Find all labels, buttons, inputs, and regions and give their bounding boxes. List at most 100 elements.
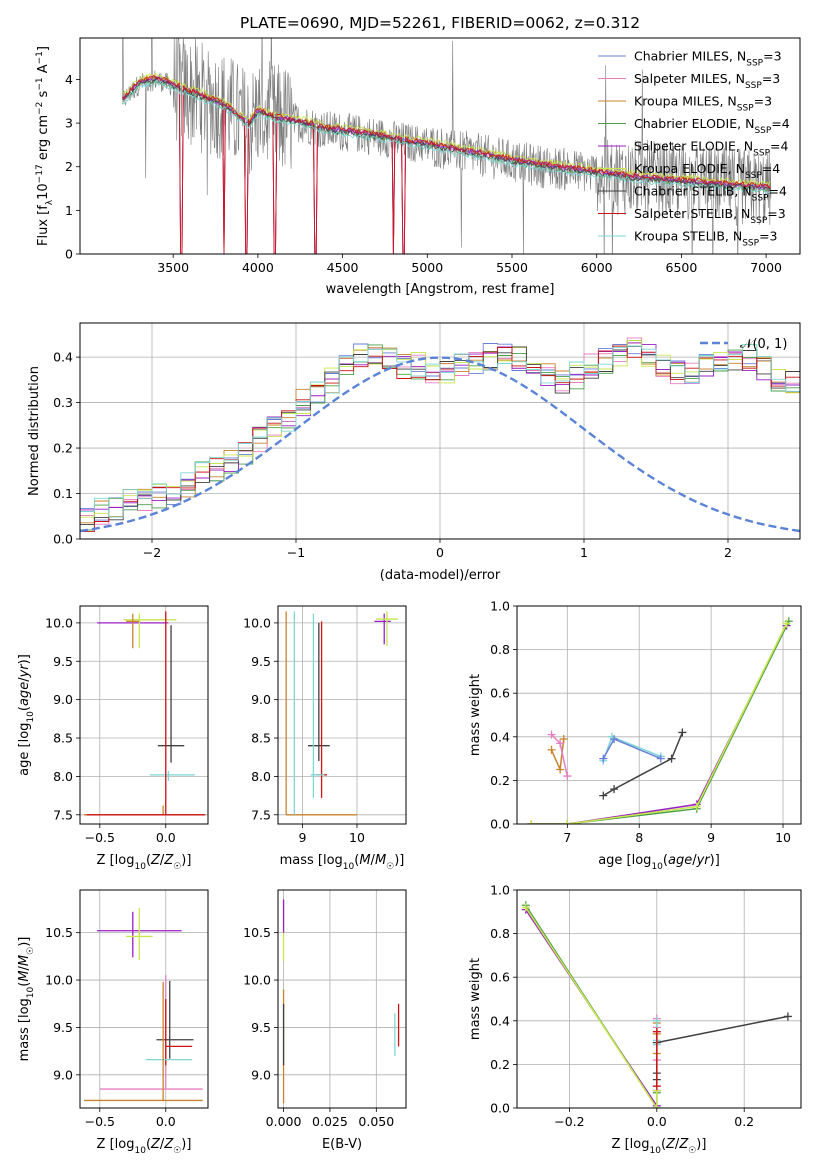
legend-name: Kroupa STELIB, N <box>634 229 742 244</box>
legend-label: Kroupa STELIB, NSSP=3 <box>634 229 778 249</box>
legend-value: =3 <box>762 71 780 86</box>
y-tick-label: 3 <box>65 116 73 131</box>
legend-value: =4 <box>770 139 788 154</box>
panel-spectrum: 3500 4000 4500 5000 5500 6000 6500 7000 0 1 2 3 4 wav… <box>35 37 801 297</box>
label-part: ☉ <box>386 862 394 872</box>
label-part: ( <box>661 1137 666 1152</box>
y-tick-label: 0.2 <box>490 773 510 788</box>
y-axis-label: age [log10(age/yr)] <box>17 654 36 776</box>
y-tick-label: 8.5 <box>251 731 271 746</box>
weight-marker <box>667 754 676 763</box>
label-part: 10 <box>134 1146 146 1156</box>
y-axis-label: mass [log10(M/M☉)] <box>17 937 36 1062</box>
plot-area <box>83 611 206 816</box>
legend-sub: SSP <box>752 194 769 204</box>
axes-frame <box>516 889 802 1109</box>
label-part: −17 <box>35 164 45 183</box>
x-tick-label: 0.0 <box>156 830 176 845</box>
label-part: M <box>359 853 370 868</box>
label-part: Z <box>163 853 174 868</box>
y-tick-label: 9.5 <box>53 1020 73 1035</box>
legend-label: Kroupa MILES, NSSP=3 <box>634 94 772 114</box>
label-part: / <box>17 677 32 682</box>
plot-area <box>80 337 800 533</box>
label-part: ☉ <box>173 862 181 872</box>
x-tick-label: 5500 <box>496 260 528 275</box>
x-tick-label: 3500 <box>157 260 189 275</box>
label-part: )] <box>181 853 191 868</box>
x-tick-label: 7000 <box>750 260 782 275</box>
x-tick-label: 0 <box>436 545 444 560</box>
label-part: −1 <box>35 77 45 90</box>
weight-marker <box>556 739 565 748</box>
legend-sub: SSP <box>750 216 767 226</box>
x-tick-label: 0.0 <box>156 1114 176 1129</box>
label-part: )] <box>696 1137 706 1152</box>
label-part: ☉ <box>688 1146 696 1156</box>
y-tick-label: 1.0 <box>490 599 510 614</box>
weight-line-4 <box>602 732 684 797</box>
legend-label: Salpeter MILES, NSSP=3 <box>634 71 780 91</box>
x-axis-label: wavelength [Angstrom, rest frame] <box>326 282 555 297</box>
weight-line-5 <box>531 625 788 824</box>
label-part: Z [log <box>97 853 135 868</box>
legend-label: Chabrier STELIB, NSSP=4 <box>634 184 787 204</box>
legend-sub: SSP <box>753 149 770 159</box>
x-tick-label: 0.2 <box>734 1114 754 1129</box>
legend-value: =3 <box>767 206 785 221</box>
weight-line-3 <box>656 1015 789 1080</box>
weight-marker <box>610 785 619 794</box>
label-part: s <box>36 90 51 101</box>
weight-marker <box>599 791 608 800</box>
weight-marker <box>547 745 556 754</box>
x-tick-label: −0.5 <box>85 830 115 845</box>
label-part: y <box>17 669 32 678</box>
x-tick-label: 0.025 <box>312 1114 348 1129</box>
legend-sub: SSP <box>746 59 763 69</box>
label-part: / <box>371 853 376 868</box>
label-part: −2 <box>35 102 45 115</box>
x-tick-label: 7 <box>563 830 571 845</box>
x-tick-label: 9 <box>299 830 307 845</box>
legend-sub: SSP <box>737 104 754 114</box>
weight-marker <box>652 1104 661 1108</box>
x-tick-label: 0.000 <box>266 1114 302 1129</box>
x-tick-label: 2 <box>724 545 732 560</box>
y-tick-label: 0.0 <box>490 1101 510 1116</box>
x-tick-label: 6500 <box>666 260 698 275</box>
panel-mass-vs-Z: −0.5 0.09.09.510.010.5Z [log10(Z/Z☉)]mass… <box>17 889 209 1156</box>
x-tick-label: 1 <box>580 545 588 560</box>
label-part: / <box>160 1137 165 1152</box>
model-spectrum-8 <box>122 79 771 195</box>
weight-marker <box>559 734 568 743</box>
y-tick-label: 7.5 <box>53 807 73 822</box>
label-part: / <box>675 1137 680 1152</box>
x-axis-label: Z [log10(Z/Z☉)] <box>97 1137 192 1156</box>
label-part: mass [log <box>280 853 343 868</box>
legend-name: Kroupa MILES, N <box>634 94 737 109</box>
label-part: g <box>676 853 684 868</box>
x-axis-label: E(B-V) <box>322 1137 362 1152</box>
x-tick-label: −1 <box>287 545 305 560</box>
axes-frame <box>79 889 209 1109</box>
legend-value: =3 <box>763 49 781 64</box>
x-tick-label: 8 <box>635 830 643 845</box>
y-tick-label: 0.2 <box>490 1057 510 1072</box>
label-part: y <box>696 853 705 868</box>
label-part: / <box>692 853 697 868</box>
weight-marker <box>652 1082 661 1091</box>
label-part: ☉ <box>26 947 36 955</box>
label-part: / <box>160 853 165 868</box>
weight-marker <box>656 754 665 763</box>
weight-line-3 <box>602 738 662 760</box>
model-spectrum-5 <box>122 72 771 187</box>
y-tick-label: 0.2 <box>53 441 73 456</box>
label-part: g <box>17 690 32 698</box>
label-part: mass [log <box>17 998 32 1061</box>
y-tick-label: 10.0 <box>243 973 271 988</box>
label-part: erg cm <box>36 115 51 164</box>
label-part: −1 <box>35 51 45 64</box>
y-tick-label: 0.1 <box>53 486 73 501</box>
y-tick-label: 9.0 <box>251 1067 271 1082</box>
